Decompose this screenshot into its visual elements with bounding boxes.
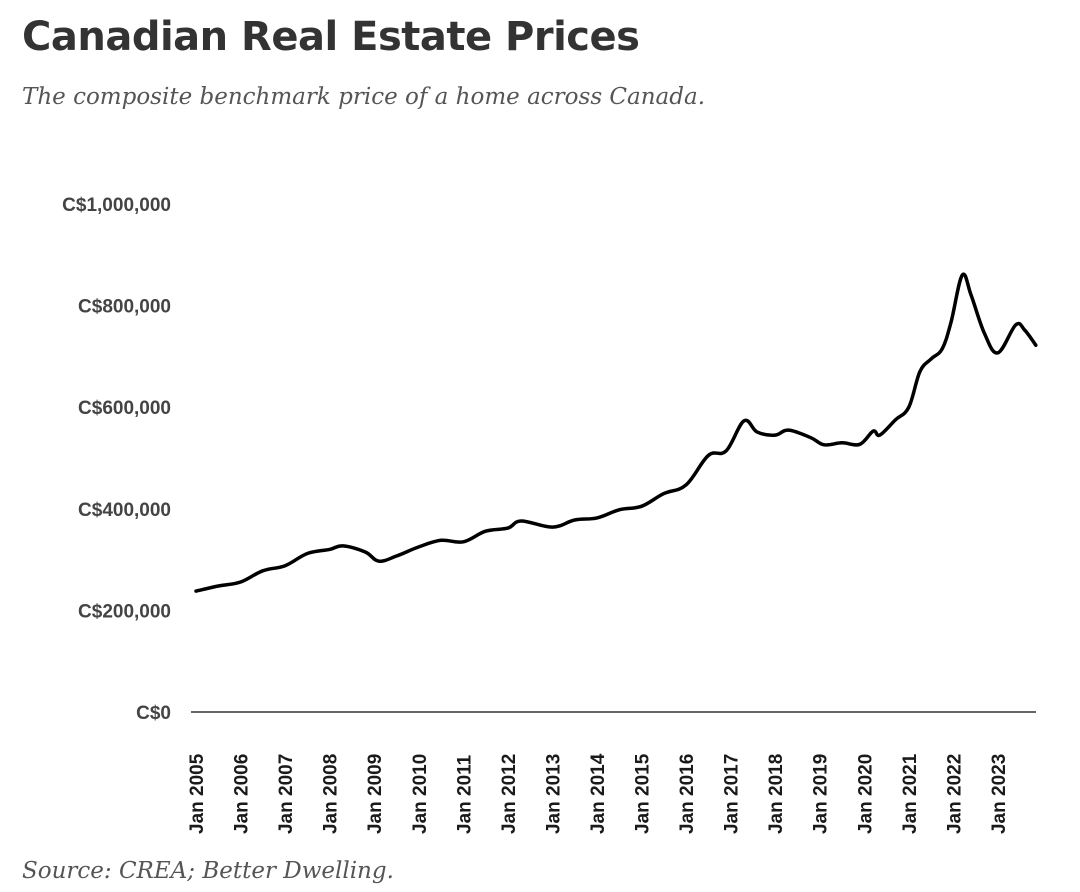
data-point (377, 559, 381, 563)
data-point (858, 442, 862, 446)
data-point (969, 293, 973, 297)
data-point (417, 545, 421, 549)
y-tick-label: C$600,000 (78, 398, 171, 419)
data-point (662, 492, 666, 496)
data-point (550, 525, 554, 529)
x-tick-label: Jan 2019 (811, 754, 832, 834)
chart-subtitle: The composite benchmark price of a home … (22, 84, 706, 110)
x-tick-label: Jan 2015 (633, 753, 654, 834)
data-point (1034, 343, 1038, 347)
x-tick-label: Jan 2014 (588, 753, 609, 834)
data-point (239, 580, 243, 584)
x-tick-label: Jan 2013 (543, 754, 564, 834)
data-point (506, 526, 510, 530)
data-point (194, 589, 198, 593)
data-point (893, 418, 897, 422)
data-point (755, 430, 759, 434)
data-point (809, 436, 813, 440)
x-tick-label: Jan 2022 (944, 754, 965, 834)
x-axis: Jan 2005 Jan 2006 Jan 2007 Jan 2008 Jan 2009… (187, 753, 1010, 834)
x-tick-label: Jan 2018 (766, 754, 787, 834)
data-point (960, 273, 964, 277)
data-point (484, 529, 488, 533)
data-point (283, 564, 287, 568)
x-tick-label: Jan 2010 (410, 754, 431, 834)
data-point (363, 550, 367, 554)
data-point (684, 483, 688, 487)
data-point (871, 429, 875, 433)
data-point (996, 351, 1000, 355)
data-point (595, 516, 599, 520)
data-point (617, 508, 621, 512)
data-point (394, 554, 398, 558)
y-tick-label: C$200,000 (78, 601, 171, 622)
data-point (907, 405, 911, 409)
data-point (1023, 328, 1027, 332)
x-tick-label: Jan 2017 (722, 754, 743, 834)
source-note: Source: CREA; Better Dwelling. (22, 858, 394, 884)
y-tick-label: C$0 (136, 703, 171, 724)
data-point (706, 453, 710, 457)
chart-title: Canadian Real Estate Prices (22, 14, 640, 60)
data-point (461, 540, 465, 544)
data-point (640, 504, 643, 508)
data-point (840, 441, 844, 445)
x-tick-label: Jan 2008 (321, 754, 342, 834)
data-point (305, 552, 309, 556)
data-point (724, 449, 728, 453)
data-point (328, 547, 332, 551)
data-point (742, 419, 746, 423)
data-point (878, 433, 882, 437)
data-point (787, 428, 791, 432)
y-axis: C$0 C$200,000 C$400,000 C$600,000 C$800,000 C… (62, 195, 171, 724)
y-tick-label: C$800,000 (78, 297, 171, 318)
data-point (929, 357, 933, 361)
x-tick-label: Jan 2009 (365, 754, 386, 834)
x-tick-label: Jan 2007 (276, 754, 297, 834)
data-point (439, 538, 443, 542)
x-tick-label: Jan 2011 (454, 754, 475, 834)
x-tick-label: Jan 2012 (499, 754, 520, 834)
data-point (918, 370, 922, 374)
data-point (983, 332, 987, 336)
data-point (940, 347, 944, 351)
data-point (341, 544, 345, 548)
data-point (773, 433, 777, 437)
data-point (261, 569, 265, 573)
x-tick-label: Jan 2016 (677, 754, 698, 834)
x-tick-label: Jan 2006 (232, 754, 253, 834)
data-point (519, 519, 523, 523)
data-point (1014, 323, 1018, 327)
data-point (949, 320, 953, 324)
price-series-line (194, 272, 1038, 593)
y-tick-label: C$400,000 (78, 500, 171, 521)
x-tick-label: Jan 2020 (855, 754, 876, 834)
data-points (194, 273, 1038, 593)
data-point (216, 584, 220, 588)
y-tick-label: C$1,000,000 (62, 195, 171, 216)
x-tick-label: Jan 2023 (989, 754, 1010, 834)
data-point (573, 518, 577, 522)
data-point (822, 443, 826, 447)
x-tick-label: Jan 2021 (900, 753, 921, 834)
x-tick-label: Jan 2005 (187, 753, 208, 834)
